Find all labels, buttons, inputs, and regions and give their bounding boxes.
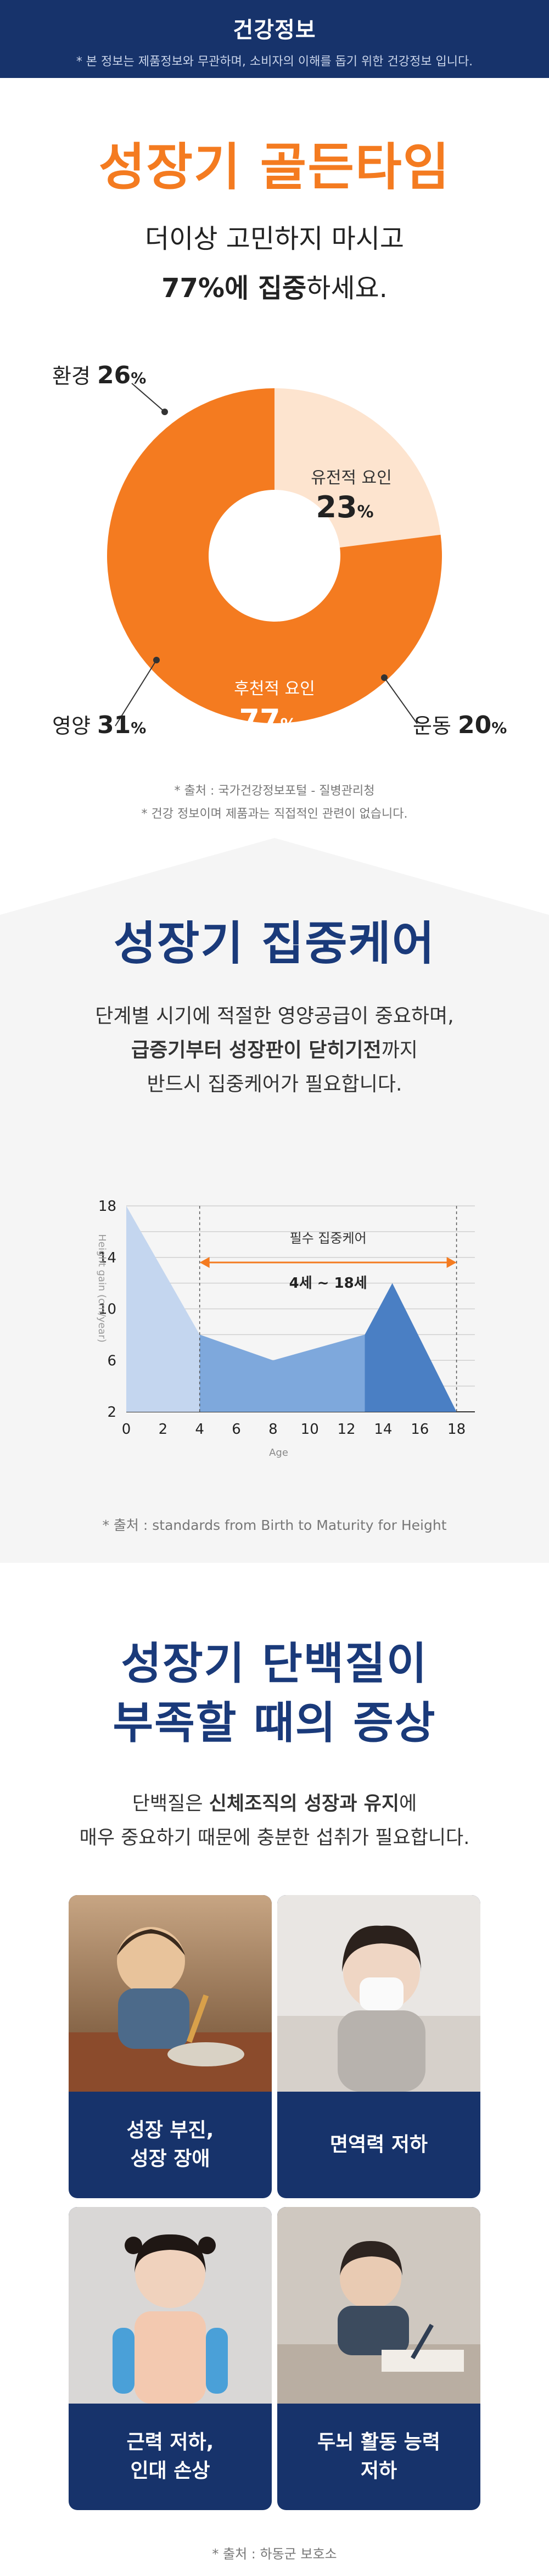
subtitle-rest: 하세요. — [306, 273, 388, 304]
y-tick-label: 10 — [98, 1301, 116, 1318]
symptom-card-immunity: 면역력 저하 — [277, 1895, 480, 2198]
x-tick-label: 16 — [411, 1421, 429, 1438]
photo-source-note: * 출처 : 하동군 보호소 — [212, 2546, 337, 2562]
x-axis-title: Age — [269, 1447, 288, 1459]
y-tick-label: 2 — [107, 1404, 116, 1421]
slice-label-acquired: 후천적 요인 — [234, 679, 315, 699]
y-tick-label: 6 — [107, 1353, 116, 1369]
header-title: 건강정보 — [233, 18, 316, 43]
focus-care-line-2: 급증기부터 성장판이 닫히기전까지 — [0, 1033, 549, 1068]
focus-care-line-2-rest: 까지 — [381, 1039, 418, 1061]
golden-time-title: 성장기 골든타임 — [98, 138, 451, 197]
range-arrow-left — [199, 1257, 210, 1268]
x-tick-label: 0 — [122, 1421, 131, 1438]
header-bar: 건강정보 * 본 정보는 제품정보와 무관하며, 소비자의 이해를 돕기 위한 … — [0, 0, 549, 78]
symptom-card-growth: 성장 부진, 성장 장애 — [69, 1895, 272, 2198]
protein-desc: 단백질은 신체조직의 성장과 유지에 매우 중요하기 때문에 충분한 섭취가 필… — [0, 1787, 549, 1855]
callout-dot-0 — [161, 409, 168, 415]
growth-factor-donut-chart: 유전적 요인 23% 후천적 요인 77% 환경 26% 영양 31% 운동 20% — [0, 331, 549, 781]
y-tick-label: 14 — [98, 1250, 116, 1266]
x-tick-label: 8 — [268, 1421, 278, 1438]
x-tick-label: 18 — [447, 1421, 466, 1438]
callout-label-0: 환경 26% — [52, 361, 146, 389]
golden-time-subtitle-1: 더이상 고민하지 마시고 — [144, 223, 405, 254]
symptom-card-brain: 두뇌 활동 능력 저하 — [277, 2207, 480, 2510]
subtitle-highlight: 77%에 집중 — [161, 273, 307, 304]
protein-title-line-2: 부족할 때의 증상 — [113, 1697, 436, 1748]
range-arrow-right — [446, 1257, 457, 1268]
boy-eating-image — [69, 1895, 272, 2092]
protein-desc-highlight: 신체조직의 성장과 유지 — [209, 1793, 400, 1815]
focus-care-title: 성장기 집중케어 — [113, 917, 436, 970]
callout-dot-2 — [381, 674, 388, 681]
callout-line-2 — [384, 677, 418, 724]
y-tick-label: 18 — [98, 1198, 116, 1215]
slice-label-genetic: 유전적 요인 — [311, 468, 392, 488]
x-tick-label: 10 — [301, 1421, 319, 1438]
symptom-label: 근력 저하, 인대 손상 — [126, 2431, 214, 2482]
protein-desc-line-2: 매우 중요하기 때문에 충분한 섭취가 필요합니다. — [79, 1827, 470, 1849]
symptom-label: 두뇌 활동 능력 저하 — [317, 2431, 440, 2482]
area-segment-2 — [365, 1283, 457, 1412]
callout-label-1: 영양 31% — [52, 711, 146, 739]
symptom-card-muscle: 근력 저하, 인대 손상 — [69, 2207, 272, 2510]
child-studying-image — [277, 2207, 480, 2404]
area-segment-1 — [199, 1334, 365, 1412]
area-segment-0 — [126, 1206, 200, 1412]
range-title: 필수 집중케어 — [290, 1231, 367, 1246]
focus-care-line-3: 반드시 집중케어가 필요합니다. — [147, 1073, 402, 1096]
girl-arm-image — [69, 2207, 272, 2404]
girl-sneezing-image — [277, 1895, 480, 2092]
source-note-1: * 출처 : 국가건강정보포털 - 질병관리청 — [174, 784, 375, 798]
x-tick-label: 12 — [338, 1421, 356, 1438]
callout-label-2: 운동 20% — [413, 711, 507, 739]
roof-shape — [0, 838, 549, 915]
focus-care-highlight: 급증기부터 성장판이 닫히기전 — [131, 1039, 382, 1061]
callout-line-0 — [131, 383, 165, 412]
callout-dot-1 — [153, 657, 160, 663]
y-axis-title: Height gain (cm/year) — [96, 1234, 108, 1343]
chart-source-note: * 출처 : standards from Birth to Maturity … — [102, 1517, 447, 1533]
range-label: 4세 ~ 18세 — [289, 1275, 367, 1292]
focus-care-line-1: 단계별 시기에 적절한 영양공급이 중요하며, — [95, 1005, 454, 1027]
source-note-2: * 건강 정보이며 제품과는 직접적인 관련이 없습니다. — [141, 807, 408, 821]
protein-desc-a: 단백질은 — [132, 1793, 209, 1815]
protein-title-line-1: 성장기 단백질이 — [121, 1638, 428, 1689]
x-tick-label: 14 — [374, 1421, 392, 1438]
golden-time-subtitle-2: 77%에 집중하세요. — [0, 266, 549, 305]
callout-line-1 — [115, 660, 157, 727]
focus-care-section: 성장기 집중케어 단계별 시기에 적절한 영양공급이 중요하며, 급증기부터 성… — [0, 838, 549, 1563]
x-tick-label: 4 — [195, 1421, 204, 1438]
x-tick-label: 6 — [232, 1421, 241, 1438]
protein-desc-b: 에 — [399, 1793, 417, 1815]
golden-time-section: 성장기 골든타임 더이상 고민하지 마시고 77%에 집중하세요. 유전적 요인… — [0, 78, 549, 838]
donut-slice-0 — [274, 388, 441, 547]
x-tick-label: 2 — [159, 1421, 168, 1438]
symptom-label: 성장 부진, 성장 장애 — [126, 2119, 214, 2170]
donut-slice-1 — [107, 388, 442, 723]
symptom-label: 면역력 저하 — [329, 2133, 428, 2156]
header-disclaimer: * 본 정보는 제품정보와 무관하며, 소비자의 이해를 돕기 위한 건강정보 … — [76, 55, 473, 69]
height-gain-chart: 필수 집중케어 4세 ~ 18세 2 6 10 14 18 0 2 4 6 8 10 12 14 16 18 Ag… — [82, 1178, 489, 1491]
symptom-card-grid: 성장 부진, 성장 장애 면역력 저하 — [69, 1895, 480, 2510]
